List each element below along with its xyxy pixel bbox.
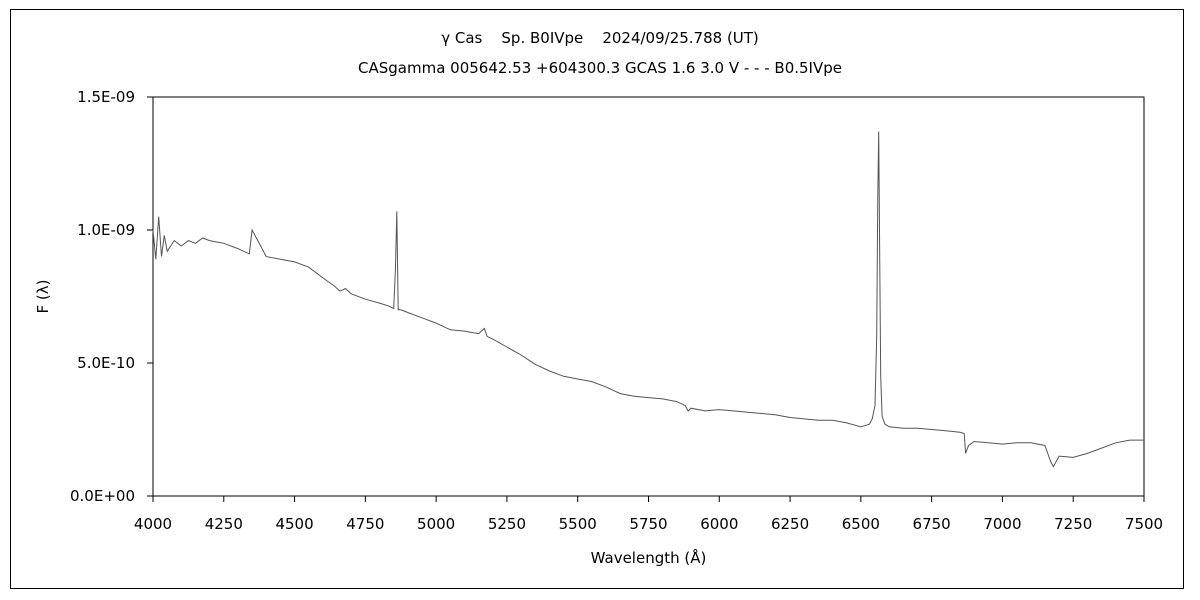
- x-tick-label: 5250: [488, 515, 526, 533]
- x-tick-label: 4250: [205, 515, 243, 533]
- plot-area: [152, 96, 1145, 497]
- x-tick-label: 5500: [559, 515, 597, 533]
- x-tick-label: 7500: [1125, 515, 1163, 533]
- x-tick-label: 5000: [417, 515, 455, 533]
- x-tick-label: 6000: [700, 515, 738, 533]
- chart-title: γ Cas Sp. B0IVpe 2024/09/25.788 (UT): [441, 29, 759, 47]
- x-tick-label: 7000: [983, 515, 1021, 533]
- x-tick-label: 4500: [275, 515, 313, 533]
- x-tick-label: 4750: [346, 515, 384, 533]
- y-tick-label: 1.5E-09: [77, 88, 135, 106]
- y-axis-label: F (λ): [34, 280, 52, 314]
- y-tick-label: 1.0E-09: [77, 221, 135, 239]
- chart-frame: [10, 9, 1184, 589]
- y-axis: 0.0E+00 5.0E-10 1.0E-09 1.5E-09: [70, 88, 153, 505]
- x-tick-label: 5750: [629, 515, 667, 533]
- x-axis: 4000 4250 4500 4750 5000 5250 5500 5750 6000 6250…: [134, 496, 1163, 533]
- y-tick-label: 5.0E-10: [77, 354, 135, 372]
- x-tick-label: 6250: [771, 515, 809, 533]
- chart-subtitle: CASgamma 005642.53 +604300.3 GCAS 1.6 3.…: [358, 59, 842, 77]
- x-tick-label: 6750: [913, 515, 951, 533]
- x-tick-label: 6500: [842, 515, 880, 533]
- x-tick-label: 4000: [134, 515, 172, 533]
- x-tick-label: 7250: [1054, 515, 1092, 533]
- spectrum-line: [152, 131, 1144, 468]
- y-tick-label: 0.0E+00: [70, 487, 135, 505]
- x-axis-label: Wavelength (Å): [591, 548, 707, 567]
- series-group: [152, 131, 1144, 468]
